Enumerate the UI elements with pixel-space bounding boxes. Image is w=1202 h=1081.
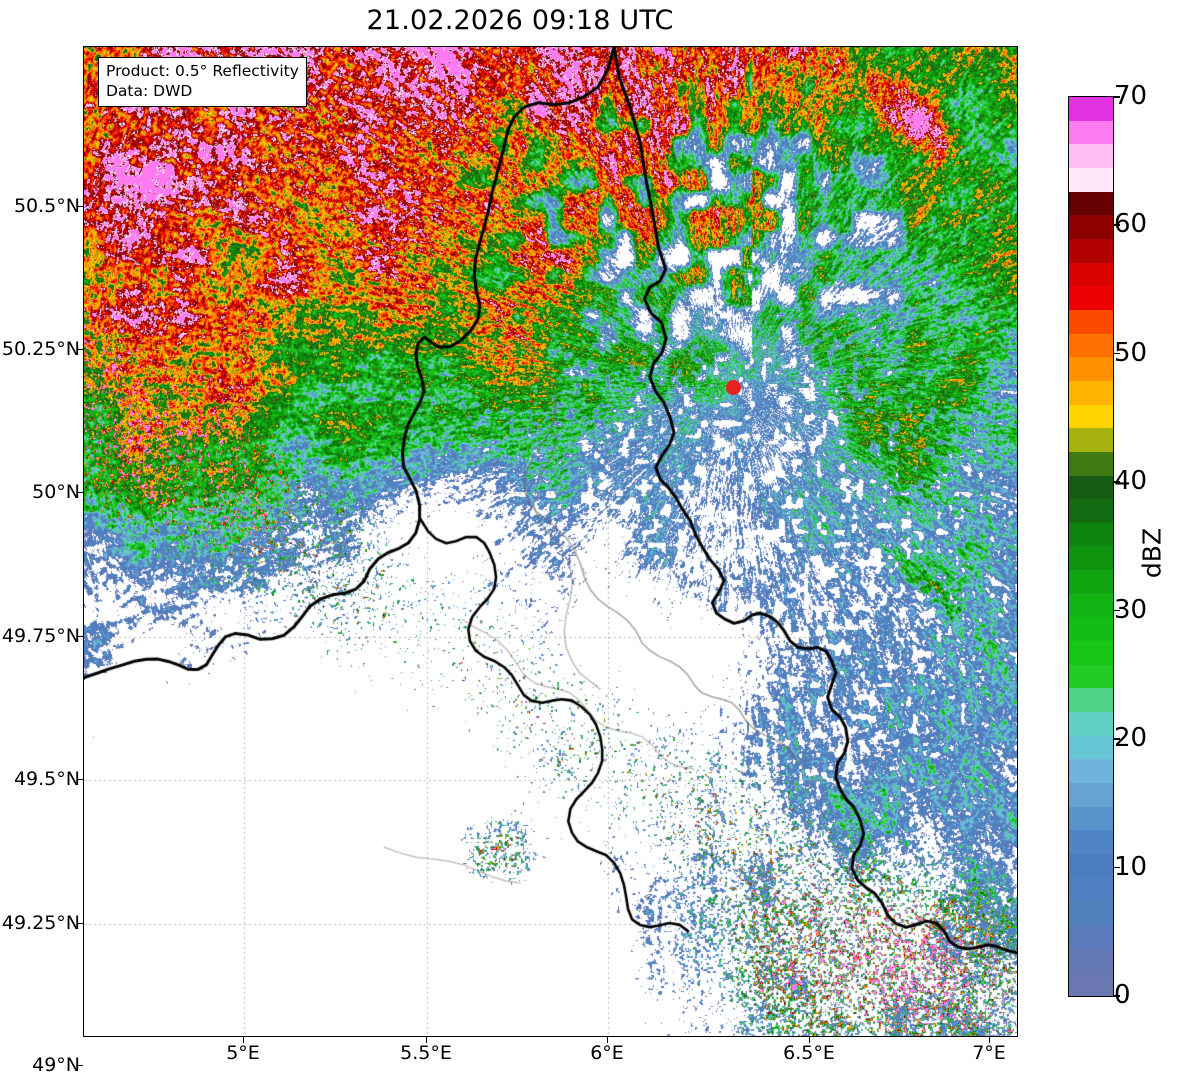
y-axis-tick-label-4: 49.5°N xyxy=(13,768,80,790)
colorbar-band-15 xyxy=(1069,617,1113,642)
colorbar-band-7 xyxy=(1069,806,1113,831)
colorbar-band-14 xyxy=(1069,641,1113,665)
colorbar-band-13 xyxy=(1069,664,1113,689)
colorbar-band-12 xyxy=(1069,688,1113,713)
colorbar-band-19 xyxy=(1069,522,1113,547)
radar-site-marker xyxy=(725,379,741,395)
colorbar-band-22 xyxy=(1069,451,1113,476)
radar-plot-area: Product: 0.5° Reflectivity Data: DWD xyxy=(83,46,1018,1037)
x-axis-tick-mark-1 xyxy=(426,1037,428,1043)
colorbar-band-34 xyxy=(1069,167,1113,192)
x-axis-tick-label-3: 6.5°E xyxy=(783,1042,835,1064)
x-axis-tick-mark-3 xyxy=(809,1037,811,1043)
y-axis-tick-mark-3 xyxy=(77,636,83,638)
colorbar-band-33 xyxy=(1069,191,1113,216)
colorbar-tick-mark-3 xyxy=(1113,481,1120,483)
x-axis-tick-mark-2 xyxy=(607,1037,609,1043)
y-axis-tick-label-3: 49.75°N xyxy=(1,625,80,647)
colorbar-band-21 xyxy=(1069,475,1113,500)
colorbar-tick-mark-4 xyxy=(1113,609,1120,612)
colorbar-tick-mark-1 xyxy=(1113,224,1120,227)
y-axis-tick-label-1: 50.25°N xyxy=(1,338,80,360)
colorbar-band-0 xyxy=(1069,972,1113,996)
y-axis-tick-label-2: 50°N xyxy=(32,481,80,503)
colorbar-band-5 xyxy=(1069,854,1113,878)
colorbar-band-3 xyxy=(1069,901,1113,925)
x-axis-tick-label-1: 5.5°E xyxy=(400,1042,452,1064)
colorbar-band-10 xyxy=(1069,735,1113,760)
colorbar-band-4 xyxy=(1069,877,1113,902)
colorbar-band-29 xyxy=(1069,286,1113,310)
map-borders-and-grid-layer xyxy=(84,47,1017,1036)
colorbar-tick-label-7: 0 xyxy=(1114,980,1131,1010)
y-axis-tick-mark-4 xyxy=(77,779,83,781)
colorbar-tick-mark-6 xyxy=(1113,866,1120,869)
colorbar-tick-mark-2 xyxy=(1113,352,1120,355)
colorbar-band-16 xyxy=(1069,593,1113,618)
x-axis-tick-mark-0 xyxy=(243,1037,245,1043)
colorbar-band-24 xyxy=(1069,404,1113,429)
colorbar-band-11 xyxy=(1069,712,1113,736)
y-axis-tick-mark-2 xyxy=(77,492,83,494)
product-info-box: Product: 0.5° Reflectivity Data: DWD xyxy=(98,57,307,107)
y-axis-tick-mark-0 xyxy=(77,206,83,208)
colorbar-band-31 xyxy=(1069,238,1113,263)
colorbar-tick-mark-0 xyxy=(1113,96,1120,98)
colorbar-band-23 xyxy=(1069,428,1113,452)
y-axis-tick-label-5: 49.25°N xyxy=(1,912,80,934)
colorbar-band-8 xyxy=(1069,783,1113,807)
colorbar-band-28 xyxy=(1069,309,1113,334)
y-axis-tick-label-6: 49°N xyxy=(32,1054,80,1076)
colorbar-band-27 xyxy=(1069,333,1113,358)
y-axis-tick-mark-6 xyxy=(77,1065,83,1067)
colorbar-band-26 xyxy=(1069,357,1113,381)
colorbar-band-30 xyxy=(1069,262,1113,287)
x-axis-tick-label-0: 5°E xyxy=(226,1042,260,1064)
colorbar-tick-mark-5 xyxy=(1113,738,1120,740)
colorbar-band-20 xyxy=(1069,499,1113,523)
product-info-line2: Data: DWD xyxy=(106,82,193,101)
page-title: 21.02.2026 09:18 UTC xyxy=(366,5,674,36)
colorbar-band-36 xyxy=(1069,120,1113,145)
colorbar-band-17 xyxy=(1069,570,1113,594)
colorbar-label: dBZ xyxy=(1137,527,1167,579)
y-axis-tick-mark-5 xyxy=(77,923,83,925)
colorbar-tick-mark-7 xyxy=(1113,995,1120,997)
colorbar-band-32 xyxy=(1069,215,1113,239)
colorbar-band-37 xyxy=(1069,97,1113,121)
colorbar-band-35 xyxy=(1069,144,1113,168)
colorbar-band-18 xyxy=(1069,546,1113,571)
colorbar-band-1 xyxy=(1069,948,1113,973)
product-info-line1: Product: 0.5° Reflectivity xyxy=(106,62,299,80)
y-axis-tick-label-0: 50.5°N xyxy=(13,195,80,217)
colorbar-band-25 xyxy=(1069,380,1113,405)
colorbar xyxy=(1068,96,1114,997)
colorbar-band-9 xyxy=(1069,759,1113,784)
colorbar-band-2 xyxy=(1069,924,1113,949)
colorbar-band-6 xyxy=(1069,830,1113,854)
x-axis-tick-label-2: 6°E xyxy=(590,1042,624,1064)
x-axis-tick-mark-4 xyxy=(989,1037,991,1043)
y-axis-tick-mark-1 xyxy=(77,349,83,351)
x-axis-tick-label-4: 7°E xyxy=(972,1042,1006,1064)
